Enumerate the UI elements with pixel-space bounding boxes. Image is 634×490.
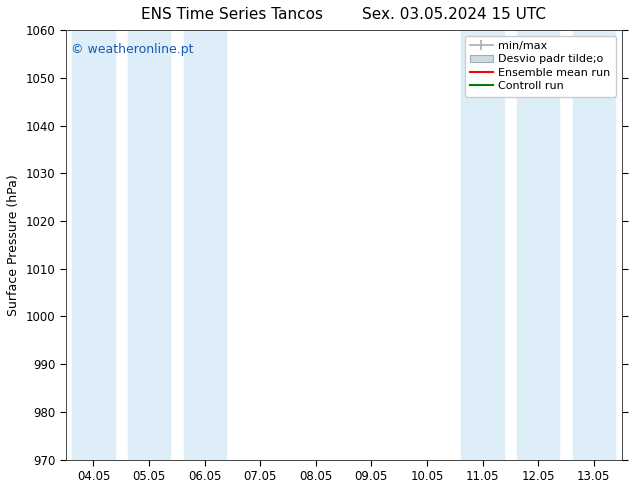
Text: © weatheronline.pt: © weatheronline.pt <box>71 43 194 56</box>
Bar <box>72 30 115 460</box>
Bar <box>573 30 615 460</box>
Bar <box>462 30 503 460</box>
Bar <box>517 30 559 460</box>
Bar <box>183 30 226 460</box>
Y-axis label: Surface Pressure (hPa): Surface Pressure (hPa) <box>7 174 20 316</box>
Bar <box>128 30 170 460</box>
Title: ENS Time Series Tancos        Sex. 03.05.2024 15 UTC: ENS Time Series Tancos Sex. 03.05.2024 1… <box>141 7 546 22</box>
Legend: min/max, Desvio padr tilde;o, Ensemble mean run, Controll run: min/max, Desvio padr tilde;o, Ensemble m… <box>465 36 616 97</box>
